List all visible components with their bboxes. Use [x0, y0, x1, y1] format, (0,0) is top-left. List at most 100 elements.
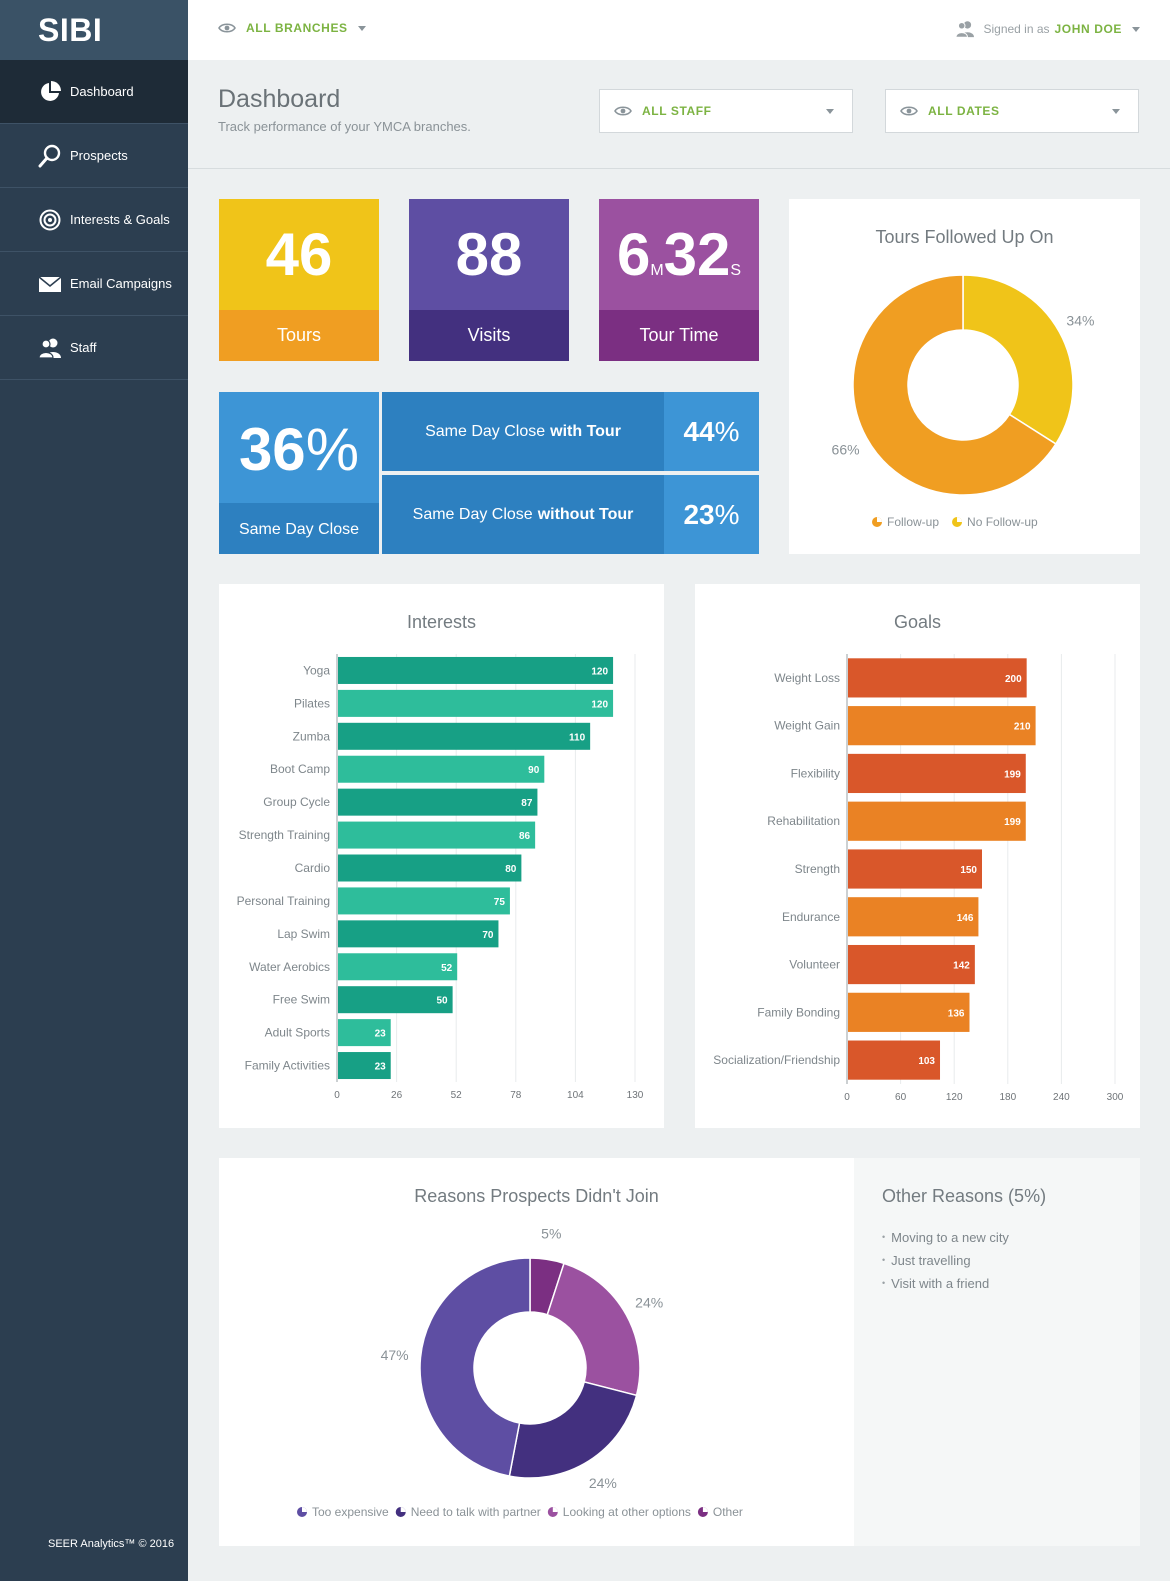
bar[interactable]	[338, 887, 510, 915]
bar[interactable]	[848, 1040, 941, 1080]
tour-time-label: Tour Time	[599, 310, 759, 361]
chevron-down-icon[interactable]	[1132, 26, 1140, 32]
category-label: Boot Camp	[270, 762, 330, 776]
category-label: Adult Sports	[265, 1026, 330, 1040]
eye-icon	[218, 22, 236, 34]
legend-label: Too expensive	[312, 1505, 389, 1519]
bar[interactable]	[338, 821, 536, 849]
bar-value-label: 142	[953, 961, 970, 972]
bar-value-label: 50	[436, 996, 448, 1007]
legend-item[interactable]: Need to talk with partner	[395, 1505, 541, 1519]
bar[interactable]	[338, 755, 545, 783]
bar[interactable]	[848, 944, 975, 985]
bar-value-label: 120	[591, 666, 608, 677]
tour-time-seconds: 32	[663, 221, 731, 288]
branches-dropdown[interactable]: ALL BRANCHES	[218, 21, 366, 35]
sidebar-item-email-campaigns[interactable]: Email Campaigns	[0, 252, 188, 316]
same-day-close-without-tour: Same Day Close without Tour 23%	[382, 475, 759, 554]
goals-title: Goals	[893, 612, 942, 632]
without-tour-bold: without Tour	[537, 505, 634, 523]
pie-slice[interactable]	[852, 274, 1057, 496]
category-label: Zumba	[293, 729, 331, 743]
bar[interactable]	[848, 849, 982, 889]
page-subtitle: Track performance of your YMCA branches.	[218, 119, 471, 134]
same-day-close-with-tour: Same Day Close with Tour 44%	[382, 392, 759, 471]
slice-label: 47%	[381, 1347, 409, 1363]
user-menu[interactable]: JOHN DOE	[1054, 22, 1122, 36]
category-label: Flexibility	[791, 766, 840, 780]
interests-title: Interests	[406, 612, 477, 632]
pie-slice[interactable]	[419, 1257, 531, 1477]
bar-value-label: 199	[1004, 817, 1021, 828]
sidebar-item-label: Staff	[70, 340, 97, 355]
bar[interactable]	[338, 1019, 391, 1047]
category-label: Endurance	[782, 910, 840, 924]
tick-label: 0	[844, 1092, 850, 1103]
category-label: Family Activities	[245, 1059, 330, 1073]
staff-filter-dropdown[interactable]: ALL STAFF	[599, 89, 853, 133]
tick-label: 78	[510, 1090, 522, 1101]
bar-value-label: 23	[375, 1029, 387, 1040]
pie-slice[interactable]	[962, 274, 1074, 445]
same-day-close-label: Same Day Close	[219, 503, 379, 554]
sidebar-item-prospects[interactable]: Prospects	[0, 124, 188, 188]
without-tour-text: Same Day Close without Tour	[382, 475, 664, 554]
visits-tile: 88 Visits	[409, 199, 569, 361]
bar[interactable]	[338, 1052, 391, 1080]
tours-followed-card: Tours Followed Up On 34% 66% Follow-up No F…	[789, 199, 1140, 554]
pie-slice[interactable]	[546, 1262, 641, 1397]
legend-item[interactable]: No Follow-up	[952, 515, 1038, 529]
bar[interactable]	[338, 953, 458, 981]
with-tour-unit: %	[714, 415, 740, 447]
bar[interactable]	[338, 722, 591, 750]
sidebar-item-staff[interactable]: Staff	[0, 316, 188, 380]
legend-item[interactable]: Too expensive	[297, 1505, 389, 1519]
legend-label: Follow-up	[887, 515, 939, 529]
bar-value-label: 146	[957, 913, 974, 924]
bar-value-label: 120	[591, 699, 608, 710]
with-tour-prefix: Same Day Close	[425, 422, 546, 440]
app-logo[interactable]: SIBI	[0, 0, 188, 60]
visits-value: 88	[409, 199, 569, 310]
bar[interactable]	[848, 801, 1026, 841]
bar[interactable]	[848, 753, 1026, 794]
sidebar-item-dashboard[interactable]: Dashboard	[0, 60, 188, 124]
tours-value: 46	[219, 199, 379, 310]
legend-item[interactable]: Other	[697, 1505, 743, 1519]
legend-item[interactable]: Looking at other options	[547, 1505, 691, 1519]
dates-filter-dropdown[interactable]: ALL DATES	[885, 89, 1139, 133]
pie-slice[interactable]	[508, 1381, 638, 1479]
tick-label: 300	[1107, 1092, 1124, 1103]
category-label: Water Aerobics	[249, 960, 330, 974]
bar[interactable]	[848, 658, 1027, 698]
bar[interactable]	[848, 897, 979, 937]
bar[interactable]	[338, 854, 522, 882]
dates-filter-label: ALL DATES	[928, 104, 1000, 118]
bar-value-label: 136	[948, 1008, 965, 1019]
category-label: Weight Gain	[774, 719, 840, 733]
tick-label: 0	[334, 1090, 340, 1101]
staff-filter-label: ALL STAFF	[642, 104, 712, 118]
top-bar: ALL BRANCHES Signed in as JOHN DOE	[188, 0, 1170, 60]
slice-label: 5%	[541, 1226, 561, 1242]
users-icon	[38, 336, 62, 360]
bar[interactable]	[338, 656, 614, 684]
bar[interactable]	[338, 920, 499, 948]
sidebar-item-interests-goals[interactable]: Interests & Goals	[0, 188, 188, 252]
bar-value-label: 70	[482, 930, 494, 941]
bar[interactable]	[338, 986, 453, 1014]
legend-label: No Follow-up	[967, 515, 1038, 529]
legend-item[interactable]: Follow-up	[872, 515, 939, 529]
bar[interactable]	[848, 706, 1036, 746]
tours-followed-title: Tours Followed Up On	[875, 227, 1054, 247]
bar[interactable]	[338, 689, 614, 717]
other-reasons-title: Other Reasons (5%)	[882, 1186, 1047, 1206]
bar[interactable]	[848, 992, 970, 1032]
slice-label: 34%	[1066, 312, 1094, 328]
category-label: Free Swim	[273, 993, 330, 1007]
category-label: Strength	[795, 862, 840, 876]
list-item: Just travelling	[882, 1253, 1009, 1276]
tour-time-tile: 6M32S Tour Time	[599, 199, 759, 361]
bar[interactable]	[338, 788, 538, 816]
bar-value-label: 23	[375, 1062, 387, 1073]
